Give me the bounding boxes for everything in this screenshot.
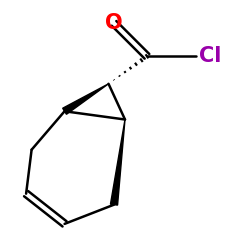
Polygon shape [63,84,108,114]
Text: Cl: Cl [199,46,222,66]
Text: O: O [105,13,123,33]
Polygon shape [110,120,125,205]
